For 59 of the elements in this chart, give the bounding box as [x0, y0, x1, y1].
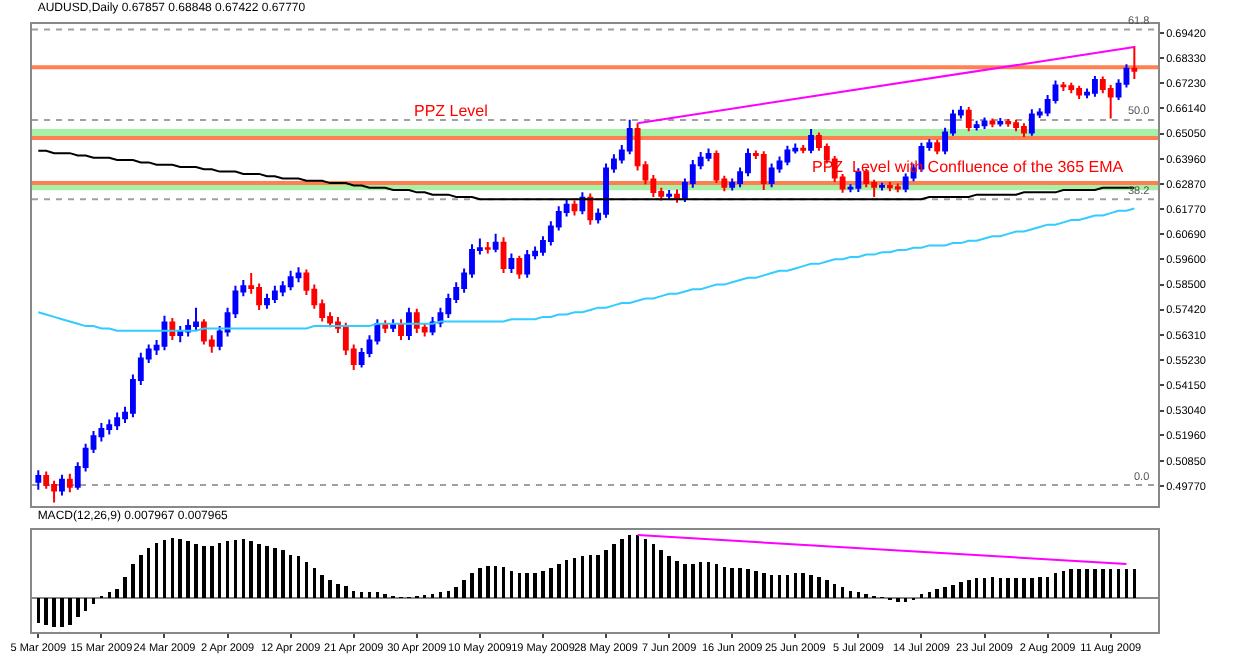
- candlestick: [934, 138, 941, 156]
- line-series: [37, 207, 1136, 332]
- candlestick: [1091, 74, 1098, 98]
- candlestick: [295, 266, 302, 284]
- candlestick: [287, 269, 294, 292]
- candlestick: [784, 144, 791, 167]
- candlestick: [1013, 118, 1019, 133]
- candlestick: [674, 188, 680, 204]
- candlestick: [768, 162, 775, 189]
- candlestick: [1005, 118, 1012, 128]
- candlestick: [413, 307, 420, 335]
- candlestick: [760, 150, 767, 192]
- candlestick: [35, 469, 42, 491]
- annotation: PPZ Level: [414, 102, 489, 120]
- candlestick: [516, 254, 523, 280]
- candlestick: [571, 199, 578, 217]
- candlestick: [1107, 84, 1114, 120]
- candlestick: [59, 473, 65, 497]
- candlestick: [997, 117, 1004, 128]
- candlestick: [902, 172, 909, 194]
- candlestick: [492, 232, 499, 254]
- candlestick: [398, 318, 404, 341]
- candlestick: [666, 189, 673, 201]
- candlestick: [989, 117, 996, 129]
- candlestick: [114, 411, 121, 431]
- candlestick: [382, 319, 389, 335]
- candlestick: [508, 252, 515, 275]
- candlestick: [1131, 44, 1138, 80]
- candlestick: [500, 236, 507, 275]
- candlestick: [106, 418, 113, 436]
- candlestick: [800, 144, 807, 155]
- candlestick: [66, 472, 73, 494]
- candlestick: [390, 318, 397, 333]
- candlestick: [524, 249, 531, 279]
- candlestick: [169, 317, 176, 341]
- candlestick: [271, 284, 278, 305]
- candlestick: [981, 116, 988, 130]
- candlestick: [405, 306, 412, 341]
- candlestick: [200, 318, 207, 346]
- candlestick: [1068, 81, 1075, 95]
- candlestick: [705, 147, 712, 163]
- candlestick: [808, 127, 814, 155]
- candlestick: [1028, 108, 1035, 137]
- candlestick: [1060, 81, 1067, 92]
- candlestick: [264, 292, 270, 310]
- candlestick: [626, 118, 633, 156]
- candlestick: [51, 479, 58, 504]
- candlestick: [973, 119, 980, 132]
- candlestick: [894, 182, 901, 194]
- candlestick: [879, 181, 885, 192]
- candlestick: [603, 162, 609, 219]
- candlestick: [177, 325, 184, 344]
- candlestick: [1021, 122, 1027, 138]
- candlestick: [1076, 84, 1083, 100]
- candlestick: [965, 106, 972, 133]
- candlestick: [193, 306, 199, 332]
- candlestick: [587, 192, 594, 226]
- candlestick: [886, 180, 893, 193]
- candlestick: [484, 240, 491, 255]
